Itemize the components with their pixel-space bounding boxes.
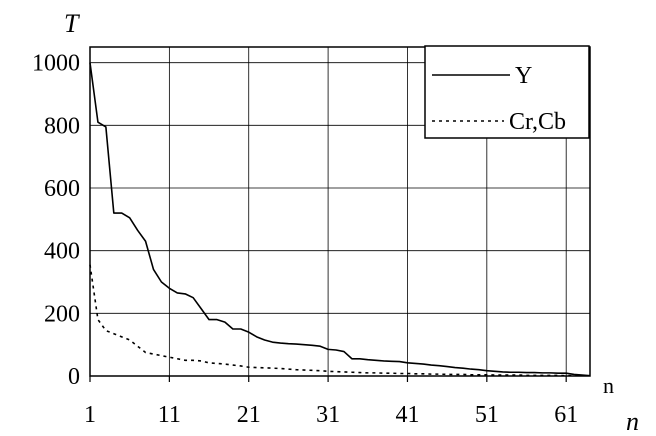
y-tick-label: 800 xyxy=(44,113,80,139)
y-tick-label: 1000 xyxy=(32,51,80,77)
x-tick-label: 11 xyxy=(158,402,181,428)
legend: Y Cr,Cb xyxy=(424,45,590,139)
y-tick-label: 0 xyxy=(68,364,80,390)
x-tick-label: 41 xyxy=(395,402,419,428)
x-tick-label: 51 xyxy=(475,402,499,428)
series-group xyxy=(89,62,591,377)
y-tick-label: 600 xyxy=(44,176,80,202)
y-tick-label: 200 xyxy=(44,301,80,327)
plot-frame xyxy=(89,46,591,377)
series-line-y xyxy=(89,62,591,377)
y-axis-label: T xyxy=(64,9,80,38)
x-axis-label-inner: n xyxy=(603,373,614,398)
x-tick-label: 31 xyxy=(316,402,340,428)
x-tick-label: 1 xyxy=(84,402,96,428)
x-tick-label: 61 xyxy=(554,402,578,428)
legend-box xyxy=(424,45,590,139)
series-line-crcb xyxy=(89,264,590,377)
y-tick-label: 400 xyxy=(44,239,80,265)
x-tick-label: 21 xyxy=(237,402,261,428)
legend-label-y: Y xyxy=(515,63,532,89)
x-axis-label: n xyxy=(626,407,639,436)
legend-label-crcb: Cr,Cb xyxy=(509,109,566,135)
